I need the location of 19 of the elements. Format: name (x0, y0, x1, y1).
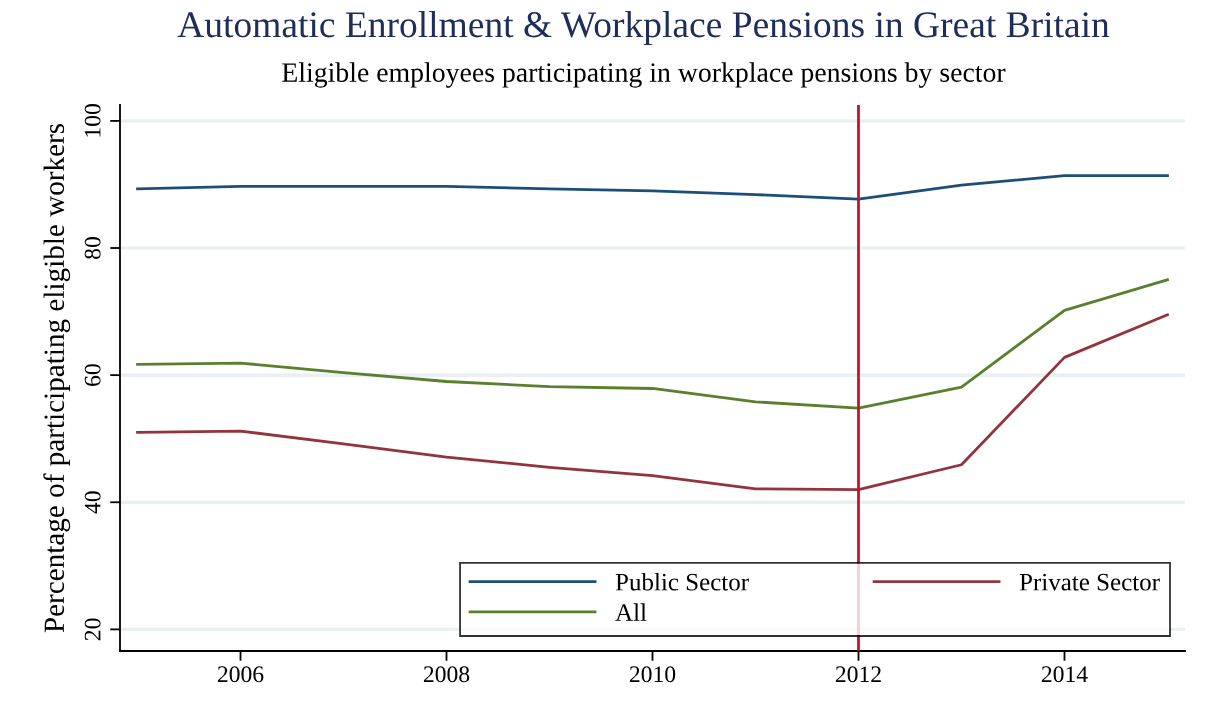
x-tick-label: 2014 (1041, 666, 1088, 683)
x-tick-label: 2006 (217, 666, 264, 683)
legend-label: All (615, 603, 647, 621)
line-series (136, 174, 1169, 201)
x-tick-label: 2010 (629, 666, 676, 683)
chart-title: Automatic Enrollment & Workplace Pensions in Great Britain (177, 11, 1110, 45)
x-tick-label: 2008 (423, 666, 470, 683)
legend-label: Private Sector (1019, 573, 1160, 591)
y-tick-label: 80 (84, 237, 101, 259)
chart-subtitle: Eligible employees participating in workplace pensions by sector (282, 62, 1006, 88)
y-tick-label: 100 (84, 104, 101, 137)
legend-label: Public Sector (615, 573, 749, 591)
y-tick-label: 60 (84, 364, 101, 386)
line-series (136, 278, 1169, 410)
y-axis-title: Percentage of participating eligible workers (43, 123, 71, 633)
line-series (136, 313, 1169, 491)
y-tick-label: 40 (84, 491, 101, 514)
y-tick-label: 20 (84, 618, 101, 641)
x-tick-label: 2012 (835, 666, 881, 683)
